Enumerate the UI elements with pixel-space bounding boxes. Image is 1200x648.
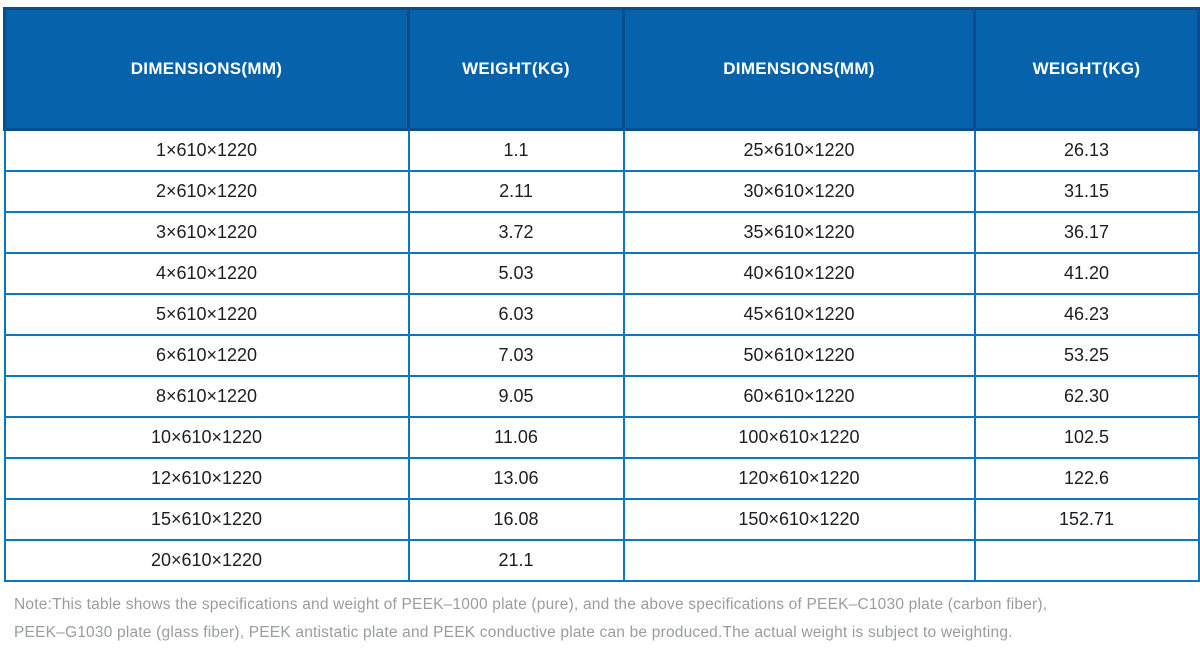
table-row: 6×610×1220 7.03 50×610×1220 53.25 — [3, 333, 1200, 377]
table-cell: 152.71 — [973, 497, 1200, 541]
table-row: 5×610×1220 6.03 45×610×1220 46.23 — [3, 292, 1200, 336]
table-cell: 102.5 — [973, 415, 1200, 459]
table-cell: 30×610×1220 — [622, 169, 976, 213]
table-cell: 120×610×1220 — [622, 456, 976, 500]
note-line-1: Note:This table shows the specifications… — [14, 595, 1048, 613]
spec-table: DIMENSIONS(MM) WEIGHT(KG) DIMENSIONS(MM)… — [3, 7, 1200, 582]
table-cell: 21.1 — [407, 538, 625, 582]
column-header-weight-1: WEIGHT(KG) — [407, 7, 625, 131]
note-line-2: PEEK–G1030 plate (glass fiber), PEEK ant… — [14, 623, 1013, 641]
table-row: 12×610×1220 13.06 120×610×1220 122.6 — [3, 456, 1200, 500]
table-row: 4×610×1220 5.03 40×610×1220 41.20 — [3, 251, 1200, 295]
table-cell: 16.08 — [407, 497, 625, 541]
table-cell: 5×610×1220 — [3, 292, 410, 336]
header-row: DIMENSIONS(MM) WEIGHT(KG) DIMENSIONS(MM)… — [3, 7, 1200, 131]
table-cell: 31.15 — [973, 169, 1200, 213]
table-row: 2×610×1220 2.11 30×610×1220 31.15 — [3, 169, 1200, 213]
table-cell: 1.1 — [407, 128, 625, 172]
table-row: 15×610×1220 16.08 150×610×1220 152.71 — [3, 497, 1200, 541]
table-cell: 53.25 — [973, 333, 1200, 377]
table-cell: 45×610×1220 — [622, 292, 976, 336]
table-row: 10×610×1220 11.06 100×610×1220 102.5 — [3, 415, 1200, 459]
table-cell: 35×610×1220 — [622, 210, 976, 254]
column-header-dimensions-2: DIMENSIONS(MM) — [622, 7, 976, 131]
table-row: 3×610×1220 3.72 35×610×1220 36.17 — [3, 210, 1200, 254]
table-cell: 40×610×1220 — [622, 251, 976, 295]
table-cell: 41.20 — [973, 251, 1200, 295]
spec-table-header: DIMENSIONS(MM) WEIGHT(KG) DIMENSIONS(MM)… — [3, 7, 1200, 131]
table-cell: 36.17 — [973, 210, 1200, 254]
table-cell: 11.06 — [407, 415, 625, 459]
table-row: 20×610×1220 21.1 — [3, 538, 1200, 582]
table-cell: 4×610×1220 — [3, 251, 410, 295]
table-row: 8×610×1220 9.05 60×610×1220 62.30 — [3, 374, 1200, 418]
table-cell: 122.6 — [973, 456, 1200, 500]
table-cell: 3×610×1220 — [3, 210, 410, 254]
table-cell: 2.11 — [407, 169, 625, 213]
table-cell: 6.03 — [407, 292, 625, 336]
table-cell: 8×610×1220 — [3, 374, 410, 418]
table-cell: 60×610×1220 — [622, 374, 976, 418]
table-cell: 5.03 — [407, 251, 625, 295]
table-cell: 3.72 — [407, 210, 625, 254]
table-cell: 25×610×1220 — [622, 128, 976, 172]
column-header-dimensions-1: DIMENSIONS(MM) — [3, 7, 410, 131]
table-cell: 10×610×1220 — [3, 415, 410, 459]
table-cell: 50×610×1220 — [622, 333, 976, 377]
table-cell: 7.03 — [407, 333, 625, 377]
column-header-weight-2: WEIGHT(KG) — [973, 7, 1200, 131]
table-cell: 46.23 — [973, 292, 1200, 336]
table-cell: 26.13 — [973, 128, 1200, 172]
table-cell: 6×610×1220 — [3, 333, 410, 377]
table-cell: 150×610×1220 — [622, 497, 976, 541]
table-row: 1×610×1220 1.1 25×610×1220 26.13 — [3, 128, 1200, 172]
table-cell: 1×610×1220 — [3, 128, 410, 172]
table-cell: 12×610×1220 — [3, 456, 410, 500]
table-cell — [973, 538, 1200, 582]
table-cell: 13.06 — [407, 456, 625, 500]
table-cell: 15×610×1220 — [3, 497, 410, 541]
table-cell: 20×610×1220 — [3, 538, 410, 582]
spec-table-body: 1×610×1220 1.1 25×610×1220 26.13 2×610×1220 2… — [3, 128, 1200, 582]
table-cell: 62.30 — [973, 374, 1200, 418]
note-text: Note:This table shows the specifications… — [14, 591, 1174, 647]
table-cell: 2×610×1220 — [3, 169, 410, 213]
table-cell: 9.05 — [407, 374, 625, 418]
table-cell — [622, 538, 976, 582]
table-cell: 100×610×1220 — [622, 415, 976, 459]
spec-sheet: DIMENSIONS(MM) WEIGHT(KG) DIMENSIONS(MM)… — [0, 7, 1200, 648]
